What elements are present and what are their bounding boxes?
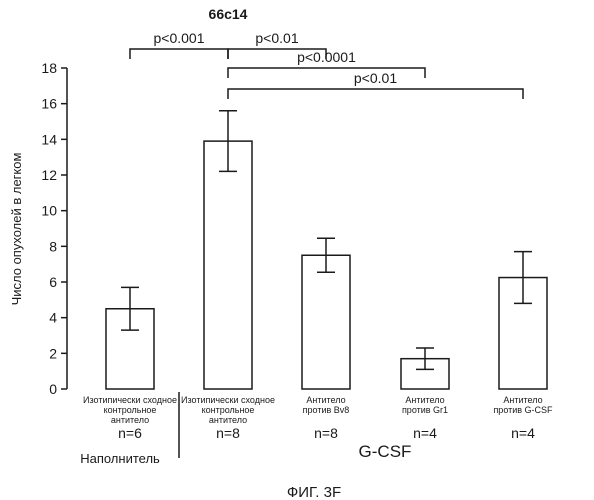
y-tick-label: 16 xyxy=(41,96,57,112)
y-tick-label: 10 xyxy=(41,203,57,219)
category-label: против G-CSF xyxy=(493,405,553,415)
category-label: Антитело xyxy=(503,395,542,405)
significance-bracket xyxy=(228,89,523,99)
significance-bracket xyxy=(130,49,228,59)
category-label: Антитело xyxy=(405,395,444,405)
n-label: n=4 xyxy=(511,425,535,441)
category-label: Антитело xyxy=(306,395,345,405)
significance-label: p<0.001 xyxy=(154,30,205,46)
category-label: Изотипически сходное xyxy=(83,395,177,405)
category-label: антитело xyxy=(209,415,247,425)
x-axis-labels: Изотипически сходноеконтрольноеантителоn… xyxy=(83,395,553,441)
significance-label: p<0.01 xyxy=(354,70,397,86)
y-tick-label: 6 xyxy=(49,274,57,290)
y-tick-label: 18 xyxy=(41,60,57,76)
chart-title: 66c14 xyxy=(209,6,248,22)
group-label-gcsf: G-CSF xyxy=(359,442,412,461)
y-axis-label: Число опухолей в легком xyxy=(9,153,24,306)
bar xyxy=(302,255,350,389)
n-label: n=6 xyxy=(118,425,142,441)
y-tick-label: 12 xyxy=(41,167,57,183)
category-label: Изотипически сходное xyxy=(181,395,275,405)
figure-caption: ФИГ. 3F xyxy=(287,484,341,500)
bar xyxy=(204,141,252,389)
significance-brackets: p<0.001 p<0.01 p<0.0001 p<0.01 xyxy=(130,30,523,99)
n-label: n=8 xyxy=(216,425,240,441)
y-axis: 0 2 4 6 8 10 12 14 16 18 xyxy=(41,60,67,397)
n-label: n=8 xyxy=(314,425,338,441)
significance-label: p<0.0001 xyxy=(297,49,356,65)
category-label: контрольное xyxy=(202,405,255,415)
y-tick-label: 2 xyxy=(49,345,57,361)
category-label: антитело xyxy=(111,415,149,425)
y-tick-label: 4 xyxy=(49,310,57,326)
y-tick-label: 0 xyxy=(49,381,57,397)
y-tick-label: 14 xyxy=(41,131,57,147)
group-label-vehicle: Наполнитель xyxy=(80,451,160,466)
significance-label: p<0.01 xyxy=(255,30,298,46)
category-label: контрольное xyxy=(104,405,157,415)
y-tick-label: 8 xyxy=(49,238,57,254)
category-label: против Gr1 xyxy=(402,405,448,415)
category-label: против Bv8 xyxy=(303,405,350,415)
bars xyxy=(106,111,547,389)
n-label: n=4 xyxy=(413,425,437,441)
